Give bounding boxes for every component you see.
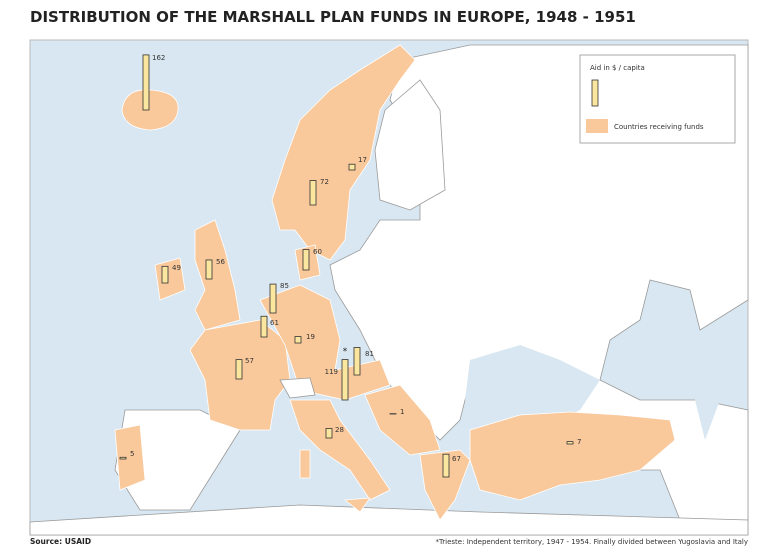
sicily — [343, 497, 371, 513]
united-kingdom — [194, 219, 241, 331]
aid-value-label: 7 — [577, 438, 581, 446]
legend-bar-label: Aid in $ / capita — [590, 64, 645, 72]
scandinavia — [271, 44, 416, 261]
aid-value-label: 19 — [306, 333, 315, 341]
aid-bar — [294, 336, 302, 344]
aid-value-label: 28 — [335, 426, 344, 434]
black-sea — [465, 345, 600, 420]
aid-value-label: 85 — [280, 282, 289, 290]
aid-bar — [269, 283, 277, 314]
legend-area-swatch — [586, 119, 608, 133]
aid-bar — [341, 359, 349, 401]
map-title: DISTRIBUTION OF THE MARSHALL PLAN FUNDS … — [30, 8, 636, 26]
footnote: *Trieste: Independent territory, 1947 - … — [436, 538, 748, 546]
aid-bar — [348, 163, 356, 171]
aid-bar — [235, 359, 243, 380]
aid-bar — [442, 453, 450, 478]
finland — [374, 79, 446, 211]
aid-value-label: 61 — [270, 319, 279, 327]
turkey — [469, 411, 676, 501]
landmass — [29, 44, 749, 536]
aid-value-label: 1 — [400, 408, 404, 416]
legend: Aid in $ / capita Countries receiving fu… — [579, 54, 736, 144]
aid-value-label: 81 — [365, 350, 374, 358]
aid-value-label: 162 — [152, 54, 165, 62]
aid-bar — [205, 259, 213, 280]
aid-value-label: 60 — [313, 248, 322, 256]
north-africa — [29, 504, 749, 536]
source: Source: USAID — [30, 537, 91, 546]
iceland — [121, 89, 179, 131]
sardinia — [299, 449, 311, 479]
aid-value-label: 57 — [245, 357, 254, 365]
aid-bar — [566, 441, 574, 445]
aid-value-label: 49 — [172, 264, 181, 272]
aid-bar — [309, 180, 317, 206]
greece — [419, 449, 471, 521]
trieste-star: * — [343, 347, 348, 357]
aid-value-label: 72 — [320, 178, 329, 186]
aid-bar — [353, 347, 361, 376]
aid-bar — [119, 456, 127, 460]
aid-value-label: 5 — [130, 450, 134, 458]
portugal — [114, 424, 146, 491]
aid-value-label: 17 — [358, 156, 367, 164]
aid-bar — [142, 54, 150, 111]
yugoslavia — [364, 384, 441, 456]
aid-markers: 162 17 72 60 49 56 85 61 19 57 81 119 1 28 5 67 7 — [119, 54, 581, 478]
aid-value-label: 119 — [325, 368, 338, 376]
legend-area-label: Countries receiving funds — [614, 123, 704, 131]
legend-bar-swatch — [591, 79, 599, 107]
aid-bar — [260, 315, 268, 338]
aid-bar — [325, 428, 333, 439]
italy — [289, 399, 391, 501]
aid-value-label: 67 — [452, 455, 461, 463]
aid-value-label: 56 — [216, 258, 225, 266]
switzerland — [279, 377, 316, 399]
aid-bar — [161, 265, 169, 284]
caspian-sea — [695, 350, 720, 440]
aid-bar — [302, 249, 310, 271]
